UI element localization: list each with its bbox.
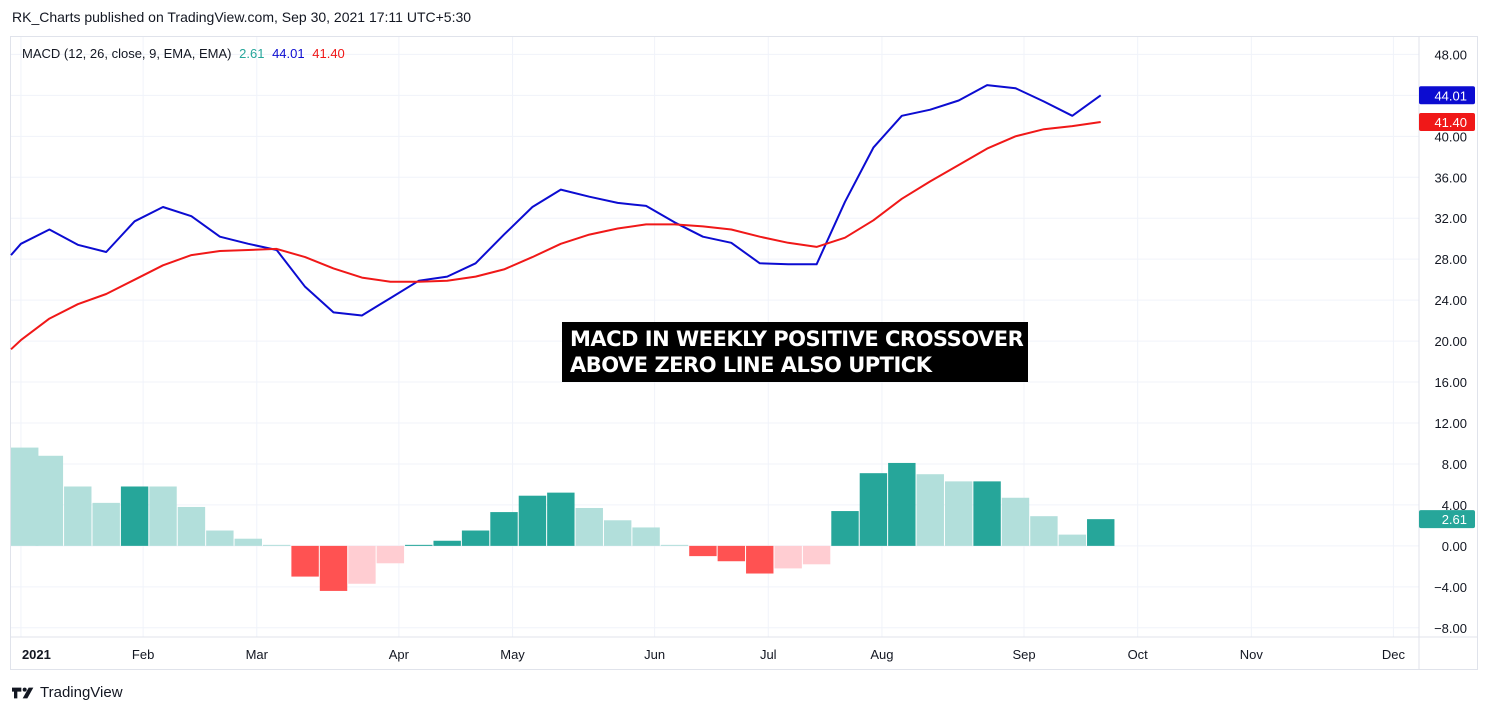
histogram-bar: [603, 520, 632, 546]
last-value-text: 2.61: [1442, 512, 1467, 527]
histogram-bar: [433, 540, 461, 546]
legend-macd-value: 44.01: [272, 46, 305, 61]
x-tick-label: Aug: [870, 647, 893, 662]
histogram-bar: [689, 545, 717, 557]
annotation-line-1: MACD IN WEEKLY POSITIVE CROSSOVER: [570, 327, 1024, 351]
histogram-layer: [11, 447, 1115, 591]
histogram-bar: [64, 486, 92, 546]
x-tick-label: Dec: [1382, 647, 1406, 662]
histogram-bar: [547, 492, 575, 546]
y-tick-label: 12.00: [1434, 416, 1467, 431]
histogram-bar: [234, 538, 262, 546]
last-value-badge: [1419, 86, 1475, 105]
histogram-bar: [1058, 534, 1087, 546]
tradingview-brand[interactable]: TradingView: [12, 684, 123, 701]
y-tick-label: 36.00: [1434, 170, 1467, 185]
histogram-bar: [35, 455, 64, 546]
histogram-bar: [149, 486, 177, 546]
histogram-bar: [120, 486, 149, 546]
histogram-bar: [461, 530, 490, 546]
y-tick-label: 40.00: [1434, 129, 1467, 144]
x-tick-label: Mar: [246, 647, 269, 662]
y-tick-label: 4.00: [1442, 498, 1467, 513]
histogram-bar: [746, 545, 774, 574]
axis-layer: 48.0044.0040.0036.0032.0028.0024.0020.00…: [11, 37, 1477, 669]
annotation-line-2: ABOVE ZERO LINE ALSO UPTICK: [570, 353, 932, 377]
y-tick-label: −8.00: [1434, 621, 1467, 636]
y-tick-label: 28.00: [1434, 252, 1467, 267]
tradingview-logo-icon: [12, 687, 34, 698]
histogram-bar: [262, 544, 291, 546]
chart-frame: [10, 36, 1478, 670]
histogram-bar: [405, 544, 433, 546]
last-value-text: 41.40: [1434, 115, 1467, 130]
publish-header: RK_Charts published on TradingView.com, …: [12, 9, 472, 25]
histogram-bar: [206, 530, 234, 546]
y-tick-label: 8.00: [1442, 457, 1467, 472]
histogram-bar: [291, 545, 319, 577]
histogram-bar: [944, 481, 973, 546]
last-value-text: 44.01: [1434, 88, 1467, 103]
histogram-bar: [92, 502, 120, 546]
chart-annotation: MACD IN WEEKLY POSITIVE CROSSOVER ABOVE …: [562, 322, 1028, 382]
x-tick-label: Feb: [132, 647, 154, 662]
y-tick-label: 48.00: [1434, 47, 1467, 62]
histogram-bar: [177, 506, 206, 546]
histogram-bar: [11, 447, 39, 546]
histogram-bar: [1030, 516, 1058, 546]
x-tick-label: May: [500, 647, 525, 662]
y-tick-label: 20.00: [1434, 334, 1467, 349]
y-tick-label: 0.00: [1442, 539, 1467, 554]
last-value-badge: [1419, 510, 1475, 529]
histogram-bar: [1087, 519, 1115, 546]
histogram-bar: [859, 473, 888, 546]
x-tick-label: Apr: [389, 647, 410, 662]
histogram-bar: [518, 495, 547, 546]
macd-line: [10, 84, 1102, 317]
histogram-bar: [660, 544, 689, 546]
histogram-bar: [632, 527, 660, 546]
brand-label: TradingView: [40, 684, 123, 701]
histogram-bar: [319, 545, 348, 591]
legend-signal-value: 41.40: [312, 46, 345, 61]
legend-hist-value: 2.61: [239, 46, 265, 61]
indicator-legend[interactable]: MACD (12, 26, close, 9, EMA, EMA) 2.61 4…: [22, 46, 349, 61]
histogram-bar: [575, 507, 603, 546]
histogram-bar: [376, 545, 405, 564]
line-layer: [10, 84, 1102, 351]
x-tick-label: Sep: [1012, 647, 1035, 662]
x-tick-label: Jun: [644, 647, 665, 662]
histogram-bar: [348, 545, 376, 584]
histogram-bar: [717, 545, 746, 562]
histogram-bar: [831, 511, 859, 546]
x-tick-label: Oct: [1128, 647, 1149, 662]
histogram-bar: [490, 512, 518, 546]
histogram-bar: [802, 545, 831, 565]
histogram-bar: [973, 481, 1001, 546]
y-tick-label: 16.00: [1434, 375, 1467, 390]
histogram-bar: [916, 474, 944, 546]
y-tick-label: 24.00: [1434, 293, 1467, 308]
y-tick-label: −4.00: [1434, 580, 1467, 595]
x-tick-label: 2021: [22, 647, 51, 662]
last-value-badge: [1419, 112, 1475, 131]
legend-title: MACD (12, 26, close, 9, EMA, EMA): [22, 46, 232, 61]
histogram-bar: [1001, 497, 1030, 546]
histogram-bar: [774, 545, 802, 569]
x-tick-label: Nov: [1240, 647, 1264, 662]
signal-line: [10, 121, 1101, 351]
y-tick-label: 32.00: [1434, 211, 1467, 226]
histogram-bar: [888, 462, 916, 546]
x-tick-label: Jul: [760, 647, 777, 662]
